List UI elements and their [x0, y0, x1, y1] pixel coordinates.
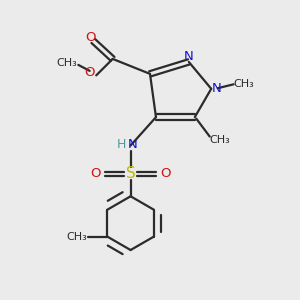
Text: O: O — [160, 167, 171, 180]
Text: O: O — [90, 167, 101, 180]
Text: CH₃: CH₃ — [234, 79, 254, 89]
Text: N: N — [184, 50, 194, 63]
Text: H: H — [116, 137, 126, 151]
Text: CH₃: CH₃ — [66, 232, 87, 242]
Text: S: S — [126, 167, 136, 182]
Text: CH₃: CH₃ — [56, 58, 77, 68]
Text: O: O — [84, 66, 95, 79]
Text: N: N — [128, 137, 138, 151]
Text: CH₃: CH₃ — [210, 134, 230, 145]
Text: N: N — [212, 82, 221, 95]
Text: O: O — [85, 31, 95, 44]
